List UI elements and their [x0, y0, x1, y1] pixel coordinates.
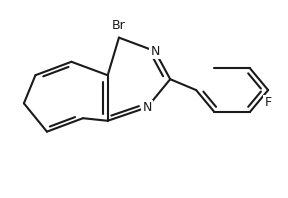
Text: Br: Br	[112, 19, 126, 32]
Text: F: F	[265, 96, 272, 109]
Text: N: N	[143, 101, 152, 114]
Text: N: N	[150, 45, 160, 58]
